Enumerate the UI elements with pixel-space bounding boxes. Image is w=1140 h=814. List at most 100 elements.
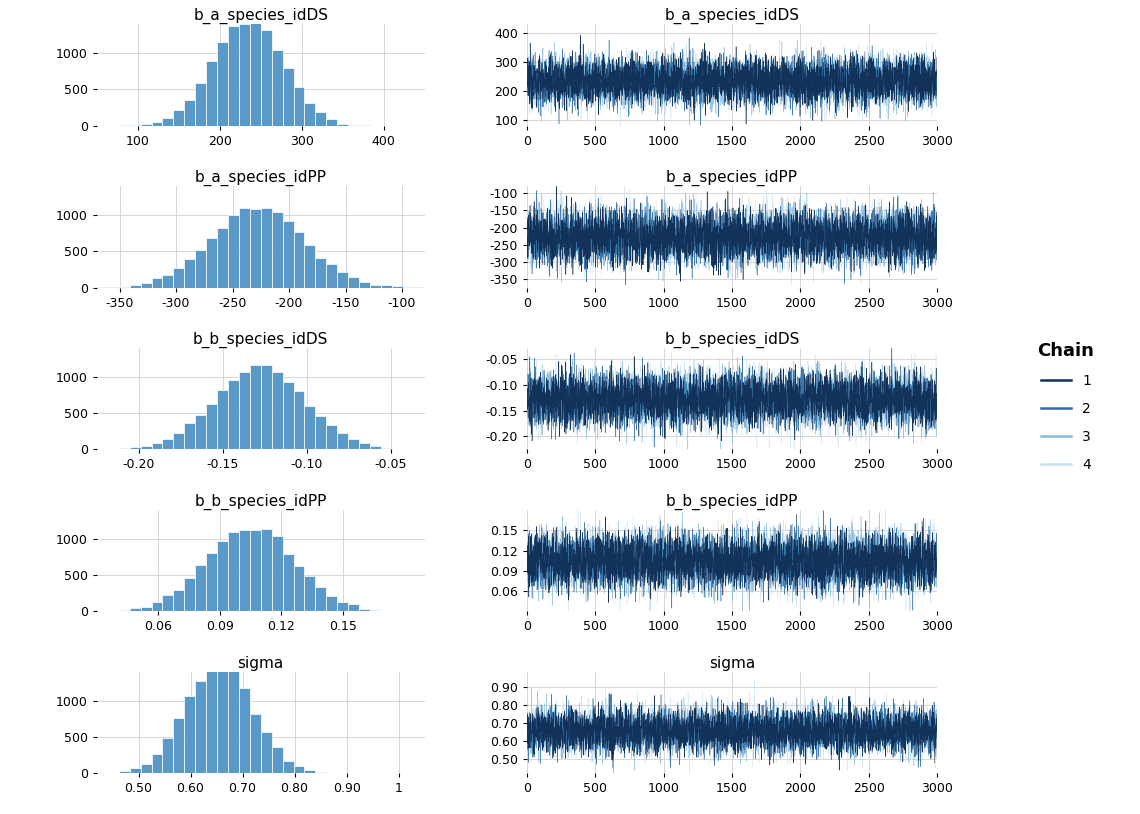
Title: b_a_species_idPP: b_a_species_idPP: [666, 170, 798, 186]
Bar: [381, 285, 392, 287]
Title: b_a_species_idDS: b_a_species_idDS: [665, 8, 799, 24]
Bar: [304, 576, 316, 611]
Bar: [261, 208, 271, 287]
Bar: [195, 681, 206, 773]
Bar: [271, 747, 283, 773]
Bar: [217, 541, 228, 611]
Bar: [173, 590, 185, 611]
Title: sigma: sigma: [237, 656, 284, 671]
Bar: [359, 609, 371, 611]
Bar: [140, 764, 152, 773]
Bar: [250, 365, 261, 449]
Bar: [130, 768, 140, 773]
Bar: [271, 372, 283, 449]
Bar: [370, 610, 381, 611]
Bar: [130, 285, 140, 287]
Bar: [195, 565, 206, 611]
Bar: [283, 554, 293, 611]
Bar: [293, 766, 304, 773]
Bar: [326, 425, 337, 449]
Title: b_a_species_idPP: b_a_species_idPP: [195, 170, 327, 186]
Bar: [250, 714, 261, 773]
Bar: [348, 440, 359, 449]
Bar: [359, 443, 371, 449]
Bar: [283, 221, 293, 287]
Bar: [140, 606, 152, 611]
Bar: [316, 587, 326, 611]
Bar: [173, 718, 185, 773]
Bar: [195, 414, 206, 449]
Bar: [337, 272, 348, 287]
Bar: [152, 754, 162, 773]
Bar: [173, 269, 185, 287]
Bar: [337, 433, 348, 449]
Title: b_b_species_idPP: b_b_species_idPP: [195, 494, 327, 510]
Bar: [293, 391, 304, 449]
Bar: [326, 264, 337, 287]
Bar: [152, 278, 162, 287]
Bar: [304, 770, 316, 773]
Bar: [162, 275, 173, 287]
Bar: [217, 390, 228, 449]
Bar: [206, 404, 217, 449]
Bar: [239, 689, 250, 773]
Bar: [271, 536, 283, 611]
Bar: [152, 602, 162, 611]
Bar: [162, 440, 173, 449]
Bar: [250, 209, 261, 287]
Bar: [185, 696, 195, 773]
Bar: [228, 380, 239, 449]
Bar: [304, 406, 316, 449]
Bar: [337, 124, 348, 125]
Legend: 1, 2, 3, 4: 1, 2, 3, 4: [1037, 342, 1094, 472]
Bar: [217, 657, 228, 773]
Bar: [348, 278, 359, 287]
Bar: [162, 595, 173, 611]
Bar: [359, 282, 371, 287]
Bar: [316, 112, 326, 125]
Bar: [370, 285, 381, 287]
Bar: [261, 529, 271, 611]
Bar: [283, 382, 293, 449]
Bar: [293, 232, 304, 287]
Title: b_a_species_idDS: b_a_species_idDS: [194, 8, 328, 24]
Bar: [140, 282, 152, 287]
Bar: [140, 446, 152, 449]
Bar: [130, 447, 140, 449]
Bar: [185, 259, 195, 287]
Bar: [326, 596, 337, 611]
Bar: [217, 228, 228, 287]
Bar: [261, 29, 271, 125]
Bar: [326, 119, 337, 125]
Bar: [293, 566, 304, 611]
Bar: [239, 372, 250, 449]
Bar: [239, 208, 250, 287]
Bar: [337, 602, 348, 611]
Bar: [162, 737, 173, 773]
Bar: [228, 26, 239, 125]
Bar: [206, 661, 217, 773]
Bar: [283, 68, 293, 125]
Bar: [381, 448, 392, 449]
Bar: [250, 22, 261, 125]
Bar: [185, 423, 195, 449]
Bar: [304, 245, 316, 287]
Bar: [228, 670, 239, 773]
Bar: [348, 604, 359, 611]
Bar: [283, 761, 293, 773]
Bar: [316, 416, 326, 449]
Bar: [140, 124, 152, 125]
Bar: [185, 100, 195, 125]
Bar: [271, 50, 283, 125]
Bar: [316, 772, 326, 773]
Bar: [293, 86, 304, 125]
Bar: [206, 239, 217, 287]
Bar: [271, 212, 283, 287]
Title: b_b_species_idPP: b_b_species_idPP: [666, 494, 798, 510]
Bar: [316, 258, 326, 287]
Bar: [239, 530, 250, 611]
Bar: [173, 110, 185, 125]
Bar: [239, 24, 250, 125]
Bar: [195, 82, 206, 125]
Bar: [173, 433, 185, 449]
